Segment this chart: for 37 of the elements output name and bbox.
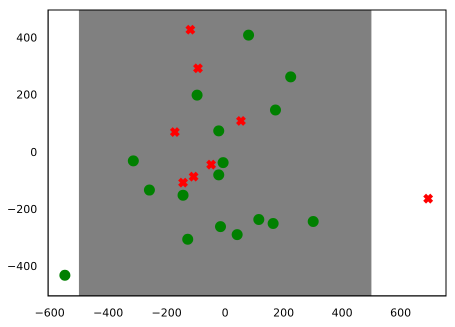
x-tick-label: −600	[34, 306, 65, 320]
x-tick-label: −400	[93, 306, 124, 320]
point	[422, 193, 434, 204]
y-tick-label: 0	[30, 146, 38, 159]
point	[213, 125, 224, 136]
y-tick-label: 200	[16, 88, 38, 102]
point	[218, 157, 229, 168]
point	[270, 104, 281, 116]
point	[235, 115, 246, 126]
point	[232, 229, 243, 240]
y-tick-label: 400	[16, 31, 38, 44]
x-tick-label: 0	[222, 306, 229, 320]
point	[285, 71, 296, 82]
point	[206, 159, 217, 170]
point	[213, 169, 224, 180]
point	[253, 214, 264, 225]
point	[144, 184, 155, 196]
point	[184, 24, 196, 36]
point	[192, 90, 203, 101]
y-tick-label: −400	[6, 260, 38, 274]
point	[128, 155, 139, 166]
point	[169, 126, 180, 138]
y-tick-label: −200	[6, 202, 38, 216]
point	[178, 177, 189, 188]
point	[59, 270, 70, 281]
point	[214, 221, 226, 232]
point	[182, 234, 194, 245]
point	[268, 218, 279, 229]
x-tick-label: −200	[152, 306, 182, 320]
point	[308, 216, 319, 227]
x-tick-label: 200	[273, 306, 294, 320]
point	[178, 190, 189, 201]
x-tick-label: 400	[332, 306, 353, 320]
point	[188, 171, 200, 182]
point	[192, 62, 204, 74]
point	[243, 30, 254, 41]
x-tick-label: 600	[390, 306, 412, 320]
